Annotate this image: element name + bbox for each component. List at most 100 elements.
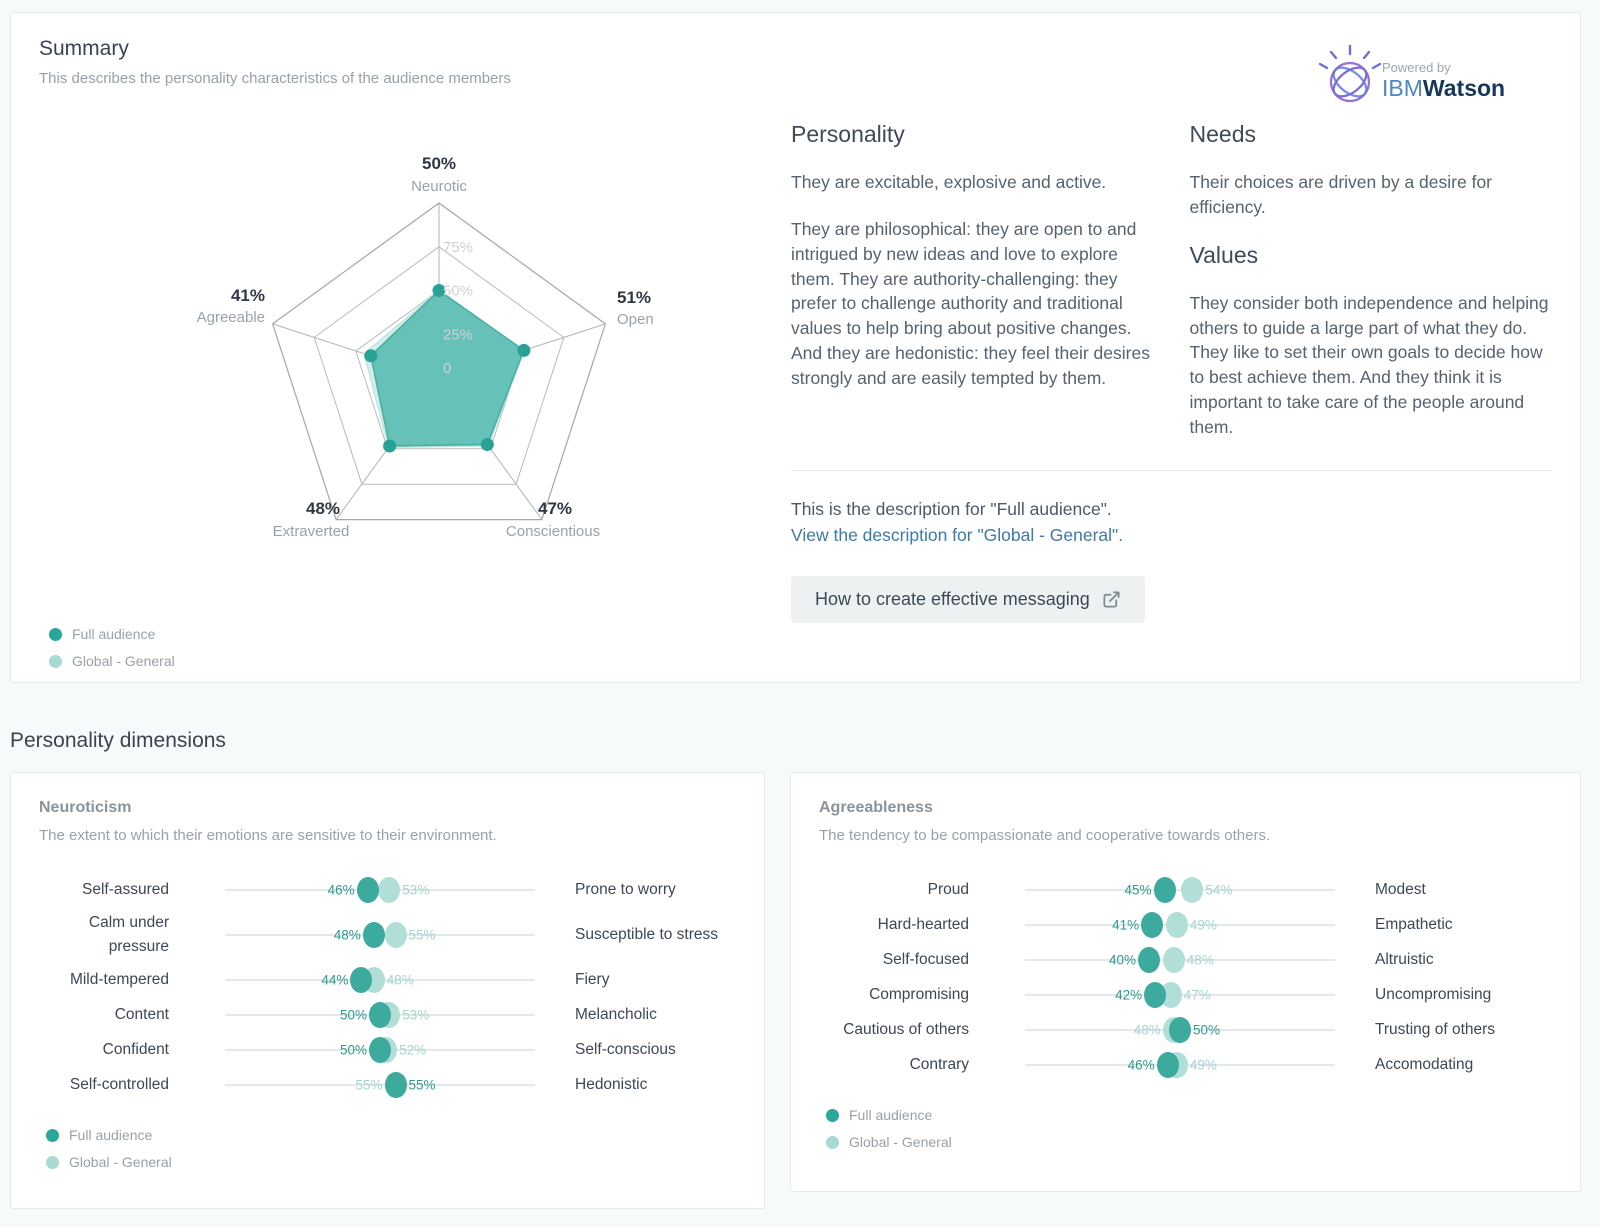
dimension-value-right: 53% — [402, 882, 430, 898]
dimension-row: Confident 50% 52% Self-conscious — [39, 1036, 736, 1064]
dimension-left-label: Calm under pressure — [88, 914, 169, 956]
legend-item-global-general: Global - General — [826, 1134, 1552, 1150]
full-audience-dot-icon — [1141, 912, 1164, 938]
legend-item-full-audience: Full audience — [826, 1107, 1552, 1123]
dimension-value-left: 40% — [1108, 952, 1136, 968]
dimension-value-left: 44% — [321, 972, 349, 988]
agreeableness-card: Agreeableness The tendency to be compass… — [790, 772, 1581, 1192]
dimension-value-right: 55% — [408, 1077, 436, 1093]
summary-card: Summary This describes the personality c… — [10, 12, 1581, 683]
dimension-value-right: 48% — [386, 972, 414, 988]
dimension-value-left: 50% — [339, 1042, 367, 1058]
values-paragraph: They consider both independence and help… — [1189, 292, 1549, 437]
ibm-watson-logo: Powered by IBMWatson — [1314, 41, 1552, 107]
dimension-left-label: Compromising — [869, 985, 969, 1003]
full-audience-dot-icon — [369, 1002, 391, 1029]
personality-paragraph: They are excitable, explosive and active… — [791, 172, 1107, 192]
dimension-row: Cautious of others 48% 50% Trusting of othe… — [819, 1016, 1552, 1044]
global-general-dot-icon — [49, 654, 62, 668]
full-audience-dot-icon — [350, 967, 373, 994]
dimension-row: Content 50% 53% Melancholic — [39, 1001, 736, 1029]
dimension-left-label: Self-focused — [882, 950, 969, 968]
values-heading: Values — [1189, 241, 1259, 268]
dimension-value-left: 50% — [339, 1007, 367, 1023]
dimension-left-label: Contrary — [909, 1055, 969, 1073]
dimension-value-left: 55% — [355, 1077, 383, 1093]
radar-tick-zero-label: 0 — [443, 360, 451, 377]
description-note: This is the description for "Full audien… — [791, 498, 1112, 519]
global-general-dot-icon — [378, 877, 401, 903]
neuroticism-rows: Self-assured 46% 53% Prone to worry Calm und… — [39, 876, 736, 1099]
radar-grid-ring — [313, 246, 565, 485]
personality-radar-chart: 25% 50% 75% 0 50% Neurotic 51% Open 47% Conscient… — [197, 154, 654, 540]
full-audience-dot-icon — [369, 1037, 391, 1064]
dimension-left-label: Proud — [927, 880, 969, 898]
full-audience-dot-icon — [1153, 877, 1176, 903]
radar-axis-name-label: Extraverted — [273, 523, 350, 540]
dimension-value-right: 52% — [399, 1042, 427, 1058]
dimension-right-label: Trusting of others — [1375, 1020, 1496, 1038]
dimension-right-label: Self-conscious — [575, 1041, 676, 1059]
full-audience-dot-icon — [1169, 1017, 1191, 1043]
effective-messaging-button[interactable]: How to create effective messaging — [791, 575, 1145, 623]
personality-paragraph: They are philosophical: they are open to… — [791, 218, 1150, 388]
dimension-track: 41% 49% — [1025, 911, 1335, 939]
dimension-row: Compromising 42% 47% Uncompromising — [819, 981, 1552, 1009]
dimension-row: Mild-tempered 44% 48% Fiery — [39, 966, 736, 994]
page-subtitle: This describes the personality character… — [39, 70, 511, 87]
global-general-dot-icon — [46, 1155, 59, 1169]
dimension-track: 40% 48% — [1025, 946, 1335, 974]
dimension-left-label: Self-controlled — [69, 1076, 169, 1094]
summary-content: 25% 50% 75% 0 50% Neurotic 51% Open 47% Conscient… — [39, 115, 1552, 669]
view-global-description-link[interactable]: View the description for "Global - Gener… — [791, 525, 1124, 546]
radar-tick-label: 50% — [443, 283, 473, 300]
dimension-track: 48% 55% — [225, 921, 535, 949]
agreeableness-title: Agreeableness — [819, 799, 933, 816]
global-general-dot-icon — [1165, 912, 1188, 938]
agreeableness-subtitle: The tendency to be compassionate and coo… — [819, 827, 1271, 844]
summary-text-row: Personality They are excitable, explosiv… — [791, 121, 1552, 462]
dimension-value-left: 46% — [1127, 1057, 1155, 1073]
dimension-left-label: Confident — [102, 1041, 169, 1059]
dimension-track: 50% 53% — [225, 1001, 535, 1029]
dimension-value-left: 48% — [333, 927, 361, 943]
radar-series-full-audience — [369, 289, 525, 447]
needs-heading: Needs — [1189, 121, 1256, 147]
radar-axis-value-label: 51% — [617, 288, 651, 307]
dimension-track-line — [1025, 889, 1335, 891]
global-general-dot-icon — [1159, 982, 1182, 1008]
dimension-right-label: Melancholic — [575, 1006, 657, 1024]
effective-messaging-label: How to create effective messaging — [815, 588, 1090, 609]
legend-item-full-audience: Full audience — [49, 626, 791, 642]
radar-tick-label: 75% — [443, 239, 473, 256]
dimension-right-label: Prone to worry — [575, 880, 676, 898]
legend-label: Full audience — [69, 1127, 153, 1144]
legend-item-global-general: Global - General — [46, 1154, 736, 1170]
agreeableness-legend: Full audience Global - General — [819, 1107, 1552, 1150]
needs-values-section: Needs Their choices are driven by a desi… — [1190, 121, 1553, 462]
global-general-dot-icon — [1162, 947, 1185, 973]
dimension-value-left: 46% — [327, 882, 355, 898]
dimension-right-label: Fiery — [575, 971, 610, 989]
dimension-value-left: 42% — [1115, 987, 1143, 1003]
dimension-left-label: Mild-tempered — [69, 971, 169, 989]
dimension-track: 46% 53% — [225, 876, 535, 904]
dimension-track: 42% 47% — [1025, 981, 1335, 1009]
legend-label: Full audience — [849, 1107, 933, 1123]
legend-item-full-audience: Full audience — [46, 1127, 736, 1143]
global-general-dot-icon — [384, 922, 407, 949]
radar-grid-outer — [271, 202, 607, 521]
legend-label: Global - General — [72, 653, 175, 669]
radar-data-point — [432, 284, 446, 297]
neuroticism-card: Neuroticism The extent to which their em… — [10, 772, 765, 1209]
radar-axis-value-label: 41% — [231, 286, 265, 305]
dimension-track: 55% 55% — [225, 1071, 535, 1099]
dimension-value-right: 54% — [1205, 882, 1233, 898]
personality-section: Personality They are excitable, explosiv… — [791, 121, 1154, 462]
dimension-value-left: 41% — [1112, 917, 1140, 933]
dimension-right-label: Uncompromising — [1375, 985, 1492, 1003]
personality-heading: Personality — [791, 121, 905, 147]
radar-axis-value-label: 48% — [306, 499, 340, 518]
watson-rays-icon — [1318, 44, 1382, 70]
full-audience-dot-icon — [356, 877, 379, 903]
